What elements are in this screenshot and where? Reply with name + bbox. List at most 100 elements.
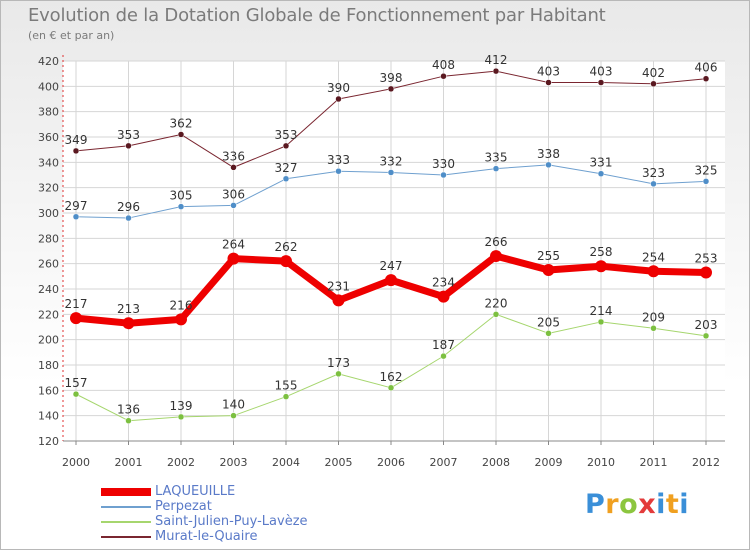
data-label: 325 <box>695 163 718 177</box>
data-point <box>650 180 657 188</box>
y-tick-label: 240 <box>38 283 59 296</box>
legend-swatch <box>101 506 151 508</box>
data-label: 187 <box>432 338 455 352</box>
data-point <box>125 142 132 150</box>
y-tick-label: 200 <box>38 334 59 347</box>
data-label: 173 <box>327 356 350 370</box>
data-label: 217 <box>65 297 88 311</box>
data-label: 214 <box>590 304 613 318</box>
data-label: 333 <box>327 153 350 167</box>
y-tick-label: 320 <box>38 182 59 195</box>
y-tick-label: 140 <box>38 410 59 423</box>
data-point <box>230 412 237 419</box>
data-label: 353 <box>117 128 140 142</box>
data-label: 220 <box>485 296 508 310</box>
data-point <box>385 274 397 287</box>
plot-area <box>63 61 725 441</box>
data-point <box>387 85 395 93</box>
data-label: 262 <box>275 240 298 254</box>
data-point <box>72 213 80 221</box>
legend-label: Perpezat <box>155 499 212 514</box>
data-label: 331 <box>590 156 613 170</box>
data-label: 332 <box>380 154 403 168</box>
chart-subtitle: (en € et par an) <box>28 29 115 42</box>
legend-item: LAQUEUILLE <box>101 485 341 500</box>
data-point <box>490 250 502 263</box>
x-tick-label: 2001 <box>115 456 143 469</box>
y-tick-label: 420 <box>38 55 59 68</box>
y-tick-label: 180 <box>38 359 59 372</box>
data-point <box>177 131 185 138</box>
legend-item: Saint-Julien-Puy-Lavèze <box>101 515 341 530</box>
y-tick-label: 380 <box>38 106 59 119</box>
legend-swatch <box>101 488 151 496</box>
data-label: 296 <box>117 200 140 214</box>
data-point <box>125 417 132 424</box>
data-label: 403 <box>590 65 613 79</box>
x-tick-label: 2006 <box>377 456 405 469</box>
data-label: 234 <box>432 276 455 290</box>
data-label: 390 <box>327 81 350 95</box>
data-label: 327 <box>275 161 298 175</box>
data-point <box>230 202 237 209</box>
data-point <box>545 161 552 169</box>
data-point <box>650 80 657 88</box>
data-label: 140 <box>222 398 245 412</box>
data-label: 155 <box>275 379 298 393</box>
x-tick-label: 2007 <box>430 456 458 469</box>
data-point <box>542 264 555 276</box>
data-point <box>387 169 395 176</box>
legend-swatch <box>101 536 151 538</box>
data-label: 412 <box>485 53 508 67</box>
y-tick-label: 400 <box>38 80 59 93</box>
x-tick-label: 2008 <box>482 456 510 469</box>
data-label: 306 <box>222 187 245 201</box>
data-label: 402 <box>642 66 665 80</box>
x-tick-label: 2009 <box>535 456 563 469</box>
chart-title: Evolution de la Dotation Globale de Fonc… <box>28 5 606 26</box>
data-point <box>702 75 710 82</box>
data-label: 205 <box>537 315 560 329</box>
data-point <box>492 311 500 318</box>
legend-label: LAQUEUILLE <box>155 484 236 499</box>
data-point <box>175 313 187 326</box>
data-point <box>230 164 237 171</box>
y-tick-label: 120 <box>38 435 59 448</box>
y-tick-label: 160 <box>38 384 59 397</box>
data-label: 353 <box>275 128 298 142</box>
data-label: 255 <box>537 249 560 263</box>
y-tick-label: 340 <box>38 156 59 169</box>
data-label: 203 <box>695 318 718 332</box>
data-label: 139 <box>170 399 193 413</box>
data-label: 403 <box>537 65 560 79</box>
data-label: 258 <box>590 245 613 259</box>
data-point <box>72 147 80 155</box>
x-tick-label: 2010 <box>587 456 615 469</box>
data-label: 408 <box>432 58 455 72</box>
data-label: 305 <box>170 189 193 203</box>
data-label: 406 <box>695 61 718 75</box>
legend-swatch <box>101 521 151 523</box>
y-tick-label: 260 <box>38 258 59 271</box>
data-label: 213 <box>117 302 140 316</box>
data-label: 349 <box>65 133 88 147</box>
data-point <box>492 67 500 75</box>
data-label: 323 <box>642 166 665 180</box>
y-tick-label: 300 <box>38 207 59 220</box>
data-label: 247 <box>380 259 403 273</box>
legend-item: Murat-le-Quaire <box>101 530 341 545</box>
data-point <box>335 370 342 378</box>
data-point <box>70 312 82 325</box>
data-point <box>597 170 605 177</box>
data-point <box>595 260 607 273</box>
y-tick-label: 220 <box>38 308 59 321</box>
data-point <box>122 317 135 330</box>
data-label: 335 <box>485 151 508 165</box>
legend-label: Saint-Julien-Puy-Lavèze <box>155 514 308 529</box>
x-tick-label: 2005 <box>325 456 353 469</box>
data-point <box>335 95 342 103</box>
data-point <box>440 72 447 80</box>
data-label: 297 <box>65 199 88 213</box>
data-point <box>282 393 290 400</box>
